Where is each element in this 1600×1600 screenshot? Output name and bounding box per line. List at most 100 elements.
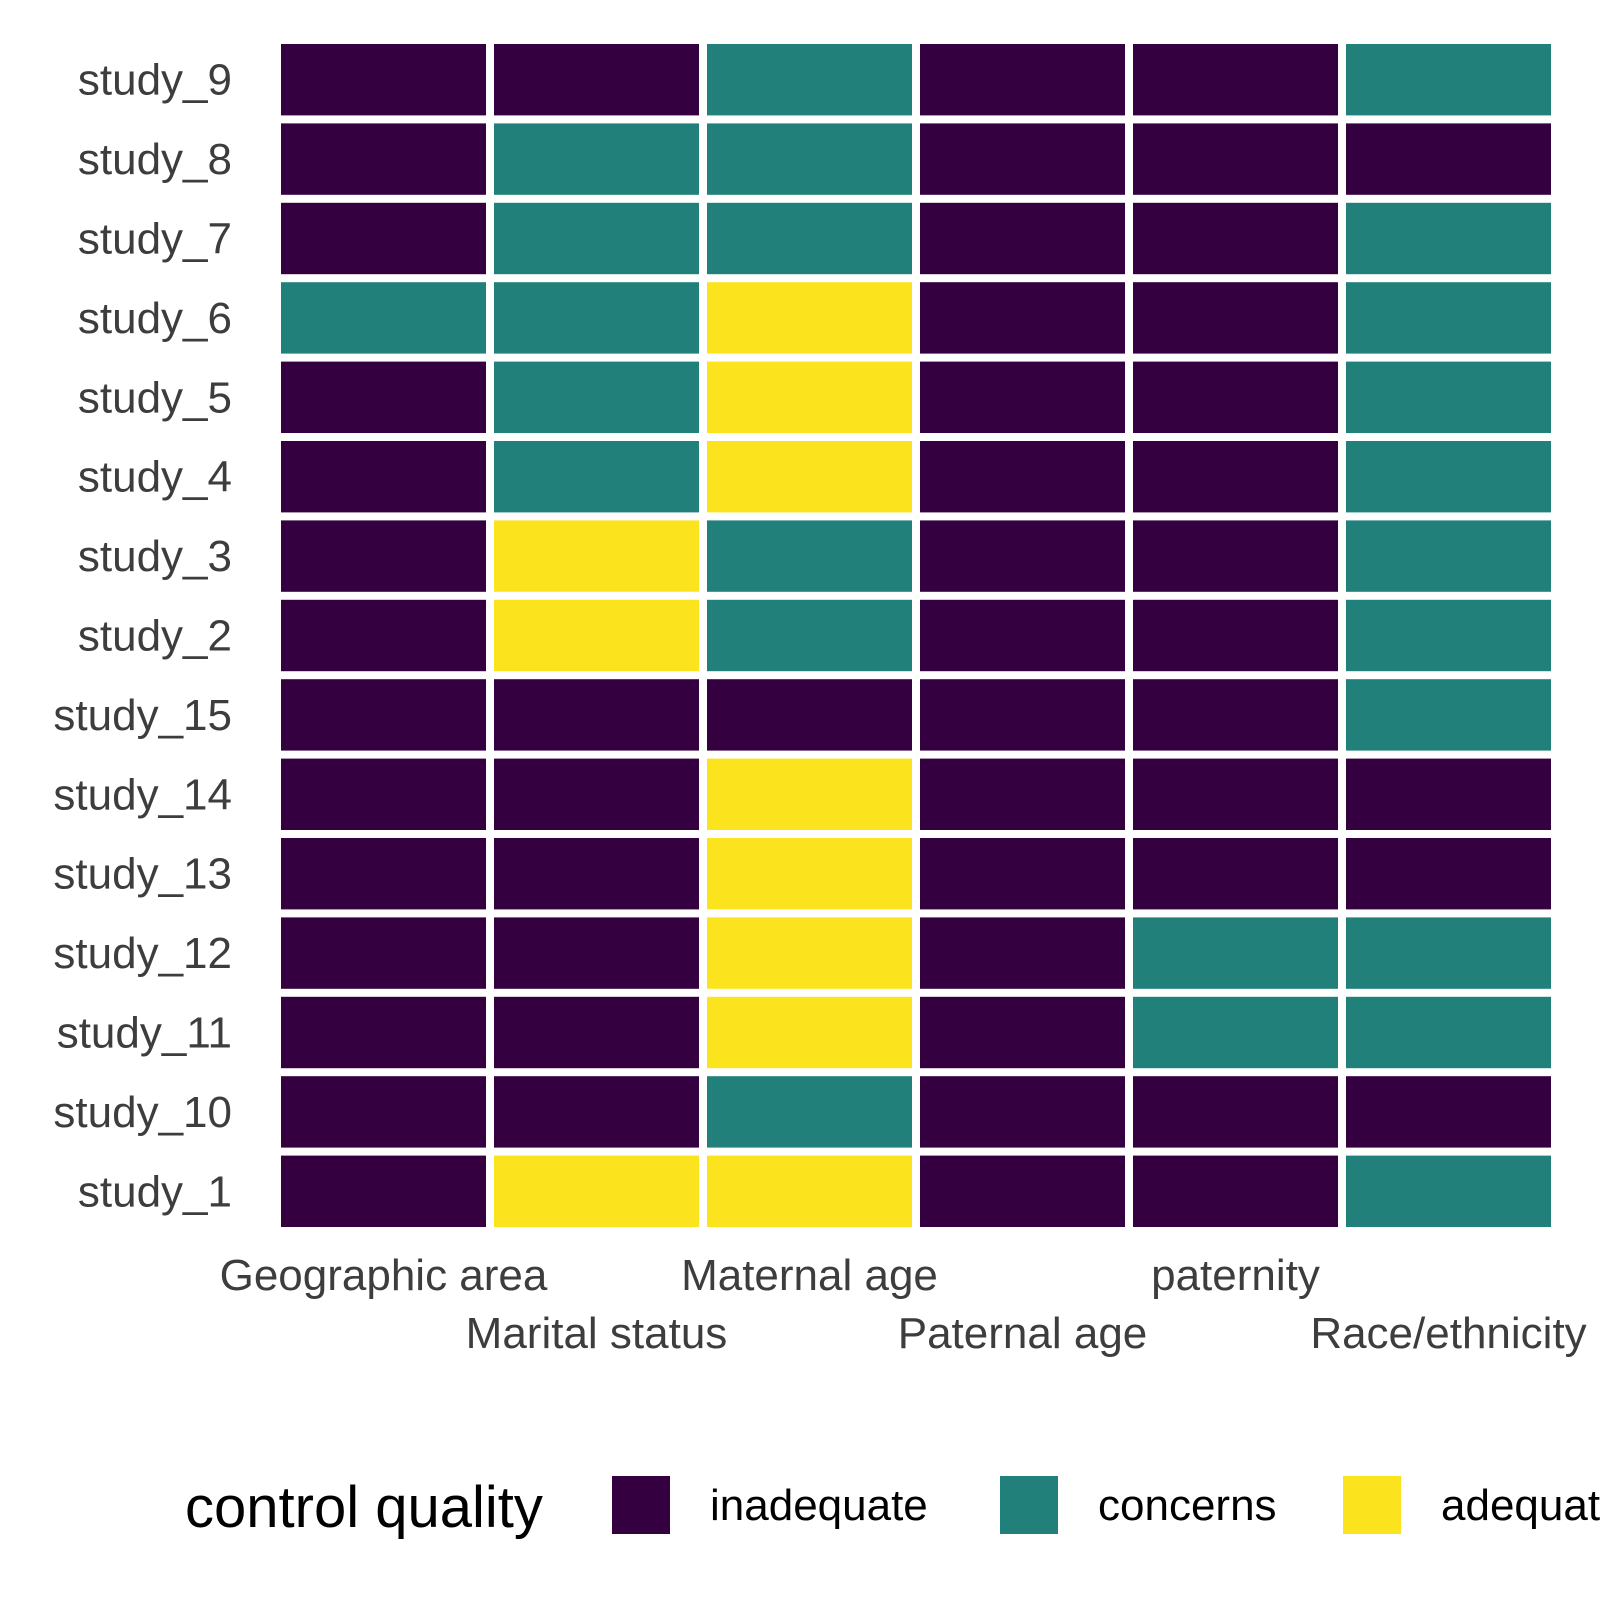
heatmap-cell-study_2-5 [1133,599,1338,672]
heatmap-cell-study_12-2 [494,917,699,989]
heatmap-cell-study_8-4 [920,123,1125,195]
heatmap-cell-study_2-3 [707,599,912,672]
heatmap-cell-study_11-4 [920,996,1125,1069]
y-tick-label: study_14 [53,770,232,819]
heatmap-cell-study_1-5 [1133,1155,1338,1227]
heatmap-cell-study_14-4 [920,758,1125,830]
heatmap-cell-study_9-3 [707,44,912,116]
legend-label-inadequate: inadequate [710,1481,928,1530]
y-tick-label: study_6 [78,294,232,343]
heatmap-cell-study_4-4 [920,441,1125,513]
heatmap-cell-study_10-6 [1346,1076,1551,1148]
x-tick-label: Race/ethnicity [1310,1309,1586,1358]
heatmap-cell-study_15-2 [494,679,699,751]
heatmap-cell-study_8-1 [281,123,486,195]
heatmap-cell-study_10-5 [1133,1076,1338,1148]
heatmap-cell-study_7-3 [707,202,912,275]
heatmap-cell-study_14-3 [707,758,912,830]
heatmap-cell-study_5-4 [920,361,1125,433]
y-tick-label: study_3 [78,532,232,581]
heatmap-cell-study_5-3 [707,361,912,433]
heatmap-cell-study_11-1 [281,996,486,1069]
y-tick-label: study_11 [57,1009,232,1058]
heatmap-cell-study_14-6 [1346,758,1551,830]
heatmap-cell-study_14-1 [281,758,486,830]
heatmap-cell-study_9-2 [494,44,699,116]
heatmap-cell-study_9-1 [281,44,486,116]
heatmap-cell-study_1-3 [707,1155,912,1227]
heatmap-cell-study_11-3 [707,996,912,1069]
heatmap-cell-study_13-6 [1346,838,1551,910]
heatmap-cell-study_6-2 [494,282,699,354]
heatmap-cell-study_13-4 [920,838,1125,910]
heatmap-cell-study_4-5 [1133,441,1338,513]
y-tick-label: study_2 [78,612,232,661]
heatmap-cell-study_4-2 [494,441,699,513]
heatmap-cell-study_9-6 [1346,44,1551,116]
y-axis-ticks: study_9 study_8 study_7 study_6 study_5study… [53,56,232,1217]
heatmap-cell-study_6-5 [1133,282,1338,354]
heatmap-cell-study_10-2 [494,1076,699,1148]
y-tick-label: study_1 [78,1167,232,1216]
heatmap-cell-study_8-3 [707,123,912,195]
heatmap-cell-study_15-1 [281,679,486,751]
heatmap-cell-study_7-4 [920,202,1125,275]
heatmap-cell-study_3-2 [494,520,699,592]
x-tick-label: paternity [1151,1251,1320,1300]
heatmap-cell-study_11-6 [1346,996,1551,1069]
heatmap-cell-study_7-2 [494,202,699,275]
heatmap-cell-study_6-3 [707,282,912,354]
heatmap-cell-study_15-5 [1133,679,1338,751]
heatmap-cell-study_3-6 [1346,520,1551,592]
heatmap-cell-study_10-3 [707,1076,912,1148]
heatmap-cell-study_4-3 [707,441,912,513]
heatmap-cell-study_2-1 [281,599,486,672]
y-tick-label: study_7 [78,215,232,264]
heatmap-cell-study_11-2 [494,996,699,1069]
heatmap-cell-study_3-3 [707,520,912,592]
heatmap-cell-study_6-6 [1346,282,1551,354]
heatmap-cell-study_1-1 [281,1155,486,1227]
heatmap-cell-study_1-6 [1346,1155,1551,1227]
heatmap-cell-study_11-5 [1133,996,1338,1069]
heatmap-cell-study_2-4 [920,599,1125,672]
y-tick-label: study_13 [53,850,232,899]
legend-label-concerns: concerns [1098,1481,1277,1530]
heatmap-cell-study_10-4 [920,1076,1125,1148]
heatmap-cell-study_1-4 [920,1155,1125,1227]
heatmap-cell-study_12-5 [1133,917,1338,989]
heatmap-cell-study_4-1 [281,441,486,513]
heatmap-cell-study_4-6 [1346,441,1551,513]
heatmap-cell-study_8-6 [1346,123,1551,195]
heatmap-cell-study_14-5 [1133,758,1338,830]
heatmap-cell-study_15-3 [707,679,912,751]
x-tick-label: Marital status [466,1309,728,1358]
legend-key-inadequate [612,1476,670,1534]
legend-label-adequate: adequate [1441,1481,1600,1530]
heatmap-cell-study_6-1 [281,282,486,354]
y-tick-label: study_15 [53,691,232,740]
y-tick-label: study_10 [53,1088,232,1137]
heatmap-cell-study_1-2 [494,1155,699,1227]
heatmap-cell-study_3-1 [281,520,486,592]
heatmap-cell-study_3-5 [1133,520,1338,592]
heatmap-cell-study_13-1 [281,838,486,910]
heatmap-cell-study_7-6 [1346,202,1551,275]
heatmap-cell-study_2-2 [494,599,699,672]
heatmap-cell-study_8-2 [494,123,699,195]
x-tick-label: Geographic area [220,1251,548,1300]
heatmap-cell-study_13-2 [494,838,699,910]
y-tick-label: study_9 [78,56,232,105]
heatmap-cell-study_5-1 [281,361,486,433]
y-tick-label: study_4 [78,453,232,502]
legend: control quality inadequate concerns adequa… [185,1475,1600,1540]
heatmap-cells [281,44,1551,1227]
heatmap-cell-study_10-1 [281,1076,486,1148]
legend-key-adequate [1343,1476,1401,1534]
heatmap-cell-study_13-3 [707,838,912,910]
heatmap-cell-study_5-6 [1346,361,1551,433]
heatmap-cell-study_8-5 [1133,123,1338,195]
x-tick-label: Paternal age [898,1309,1148,1358]
heatmap-cell-study_14-2 [494,758,699,830]
